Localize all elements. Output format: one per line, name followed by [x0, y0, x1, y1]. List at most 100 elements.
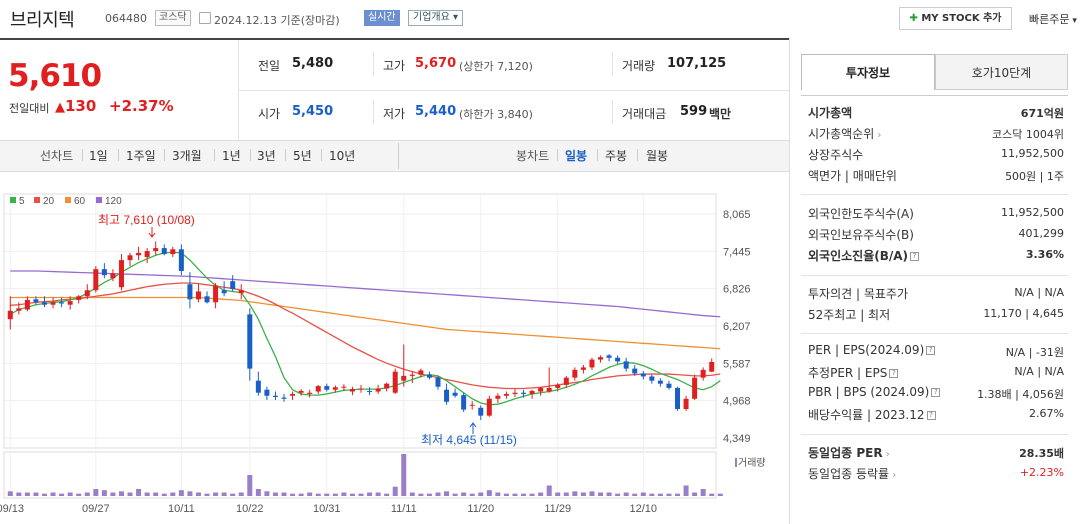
price-chart[interactable]: 8,065 7,445 6,826 6,207 5,587 4,968 4,349 09/13…	[0, 172, 789, 524]
candle-monthly[interactable]: 월봉	[646, 149, 669, 163]
volume-bar	[358, 493, 364, 496]
candle-body	[255, 380, 261, 393]
plus-icon: ✚	[909, 13, 922, 24]
candle-weekly[interactable]: 주봉	[605, 149, 628, 163]
candle-body	[264, 389, 270, 396]
tab-investment-info[interactable]: 투자정보	[801, 54, 935, 90]
info-label: 외국인보유주식수(B)	[808, 226, 914, 243]
candle-body	[59, 302, 65, 304]
market-badge: 코스닥	[155, 10, 191, 26]
candle-body	[495, 395, 501, 399]
series-line-ma20	[10, 282, 721, 390]
period-5y[interactable]: 5년	[293, 149, 312, 163]
candle-body	[161, 248, 167, 255]
series-line-ma60	[10, 296, 721, 350]
help-icon[interactable]: ?	[931, 388, 941, 397]
volume-bar	[367, 492, 373, 496]
company-info-dropdown[interactable]: 기업개요 ▾	[408, 10, 464, 26]
volume-bar	[93, 489, 99, 496]
period-1w[interactable]: 1주일	[126, 149, 156, 163]
realtime-button[interactable]: 실시간	[364, 10, 400, 26]
volume-frame	[3, 451, 717, 499]
info-label-text: PER | EPS(2024.09)	[808, 343, 925, 357]
tab-order-book[interactable]: 호가10단계	[935, 54, 1068, 90]
info-label[interactable]: 시가총액순위 ›	[808, 125, 881, 142]
help-icon[interactable]: ?	[910, 252, 920, 261]
candle-body	[632, 368, 638, 374]
candle-body	[272, 395, 278, 397]
legend-label: 60	[74, 196, 86, 207]
divider	[398, 143, 399, 169]
candle-body	[435, 377, 441, 387]
candle-body	[127, 255, 133, 261]
info-label[interactable]: 동일업종 등락률 ›	[808, 465, 896, 482]
add-mystock-button[interactable]: ✚ MY STOCK 추가	[899, 7, 1012, 30]
header-divider	[0, 38, 789, 40]
info-value: 11,952,500	[1001, 206, 1064, 219]
candle-body	[623, 361, 629, 369]
volume-bar	[692, 492, 698, 496]
candle-body	[692, 377, 698, 399]
candle-body	[307, 392, 313, 394]
volume-bar	[546, 485, 552, 496]
volume-bar	[136, 489, 142, 496]
info-value: 코스닥 1004위	[992, 128, 1064, 141]
volume-bar	[384, 493, 390, 496]
volume-bar	[221, 492, 227, 496]
prev-close-value: 5,480	[292, 56, 334, 71]
candle-body	[640, 373, 646, 377]
candle-body	[324, 386, 330, 390]
candle-body	[153, 248, 159, 252]
period-3m[interactable]: 3개월	[172, 149, 202, 163]
info-value: 671억원	[1020, 107, 1064, 120]
up-triangle-icon: ▲	[55, 100, 65, 115]
candle-body	[67, 301, 73, 305]
candle-body	[50, 302, 56, 305]
candle-body	[101, 269, 107, 276]
candle-body	[598, 357, 604, 360]
plot-frame	[3, 193, 717, 449]
candle-body	[521, 392, 527, 394]
low-value: 5,440	[415, 104, 457, 119]
upper-limit: (상한가 7,120)	[459, 60, 533, 73]
volume-legend-swatch	[735, 458, 737, 467]
volume-bar	[409, 492, 415, 496]
info-value: 3.36%	[1025, 248, 1064, 261]
help-icon[interactable]: ?	[926, 346, 936, 355]
volume-bar	[16, 492, 22, 496]
volume-bar	[512, 493, 518, 496]
candle-daily[interactable]: 일봉	[565, 149, 588, 163]
high-annotation: 최고 7,610 (10/08)	[98, 213, 195, 227]
stock-name: 브리지텍	[10, 10, 75, 31]
y-tick-label: 8,065	[723, 209, 751, 221]
info-label-text: 액면가 | 매매단위	[808, 169, 897, 183]
candle-body	[84, 290, 90, 297]
info-label: PER | EPS(2024.09)?	[808, 343, 936, 357]
period-10y[interactable]: 10년	[329, 149, 356, 163]
legend-label: 120	[105, 196, 122, 207]
candle-body	[358, 388, 364, 390]
divider	[612, 52, 613, 76]
volume-bar	[7, 491, 13, 496]
info-label-text: 52주최고 | 최저	[808, 308, 891, 322]
line-chart-label: 선차트	[40, 149, 74, 163]
volume-bar	[375, 492, 381, 496]
info-label: 시가총액	[808, 104, 852, 121]
candle-body	[546, 387, 552, 392]
volume-bar	[230, 493, 236, 496]
info-label: PBR | BPS (2024.09)?	[808, 385, 941, 399]
info-label[interactable]: 동일업종 PER ›	[808, 444, 890, 461]
volume-bar	[59, 493, 65, 496]
period-1d[interactable]: 1일	[89, 149, 108, 163]
candle-body	[426, 374, 432, 378]
period-1y[interactable]: 1년	[222, 149, 241, 163]
volume-bar	[469, 493, 475, 496]
info-value: 2.67%	[1029, 407, 1064, 420]
help-icon[interactable]: ?	[926, 411, 936, 420]
period-3y[interactable]: 3년	[257, 149, 276, 163]
help-icon[interactable]: ?	[889, 369, 899, 378]
quick-order-link[interactable]: 빠른주문 ▾	[1029, 11, 1077, 27]
legend-swatch	[65, 197, 71, 203]
divider	[612, 100, 613, 124]
info-label: 액면가 | 매매단위	[808, 167, 897, 184]
